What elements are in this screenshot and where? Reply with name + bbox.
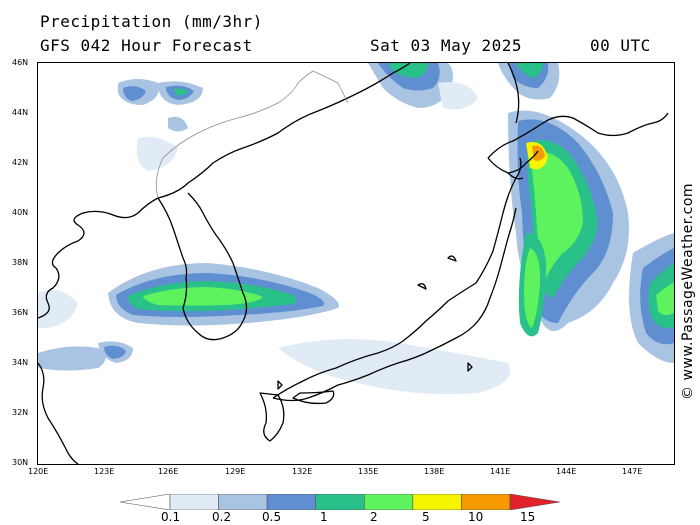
lon-label-141e: 141E: [490, 467, 511, 476]
precip-field: [38, 63, 674, 395]
credit-text: © www.PassageWeather.com: [680, 182, 696, 400]
color-scale-segment-5: [363, 494, 414, 510]
lat-label-44n: 44N: [12, 108, 29, 117]
lat-label-36n: 36N: [12, 308, 29, 317]
legend-label-10: 10: [468, 510, 484, 524]
color-scale-segment-0: [120, 494, 171, 510]
lat-label-46n: 46N: [12, 58, 29, 67]
forecast-time: 00 UTC: [590, 36, 651, 55]
lon-label-135e: 135E: [358, 467, 379, 476]
lon-label-129e: 129E: [225, 467, 246, 476]
legend-label-0-2: 0.2: [212, 510, 232, 524]
lat-label-34n: 34N: [12, 358, 29, 367]
legend-label-0-1: 0.1: [161, 510, 181, 524]
lon-label-126e: 126E: [158, 467, 179, 476]
color-scale-segment-8: [509, 494, 560, 510]
color-scale-segment-7: [461, 494, 511, 510]
forecast-date: Sat 03 May 2025: [370, 36, 522, 55]
legend-label-5: 5: [422, 510, 430, 524]
lat-label-38n: 38N: [12, 258, 29, 267]
precipitation-map: [37, 62, 675, 465]
legend-label-0-5: 0.5: [262, 510, 282, 524]
color-scale-segment-1: [169, 494, 219, 510]
lon-label-120e: 120E: [28, 467, 49, 476]
color-scale-segment-3: [266, 494, 317, 510]
color-scale-segment-4: [315, 494, 365, 510]
lat-label-42n: 42N: [12, 158, 29, 167]
lon-label-147e: 147E: [622, 467, 643, 476]
precip-color-scale: [120, 494, 560, 510]
lon-label-132e: 132E: [292, 467, 313, 476]
coastlines: [38, 63, 669, 464]
legend-label-2: 2: [370, 510, 378, 524]
lat-label-40n: 40N: [12, 208, 29, 217]
color-scale-segment-2: [218, 494, 268, 510]
lon-label-123e: 123E: [94, 467, 115, 476]
legend-label-1: 1: [320, 510, 328, 524]
map-title: Precipitation (mm/3hr): [40, 12, 263, 31]
lat-label-32n: 32N: [12, 408, 29, 417]
lon-label-138e: 138E: [424, 467, 445, 476]
lat-label-30n: 30N: [12, 458, 29, 467]
borders: [155, 70, 349, 199]
legend-label-15: 15: [520, 510, 536, 524]
color-scale-segment-6: [412, 494, 462, 510]
forecast-label: GFS 042 Hour Forecast: [40, 36, 253, 55]
lon-label-144e: 144E: [556, 467, 577, 476]
